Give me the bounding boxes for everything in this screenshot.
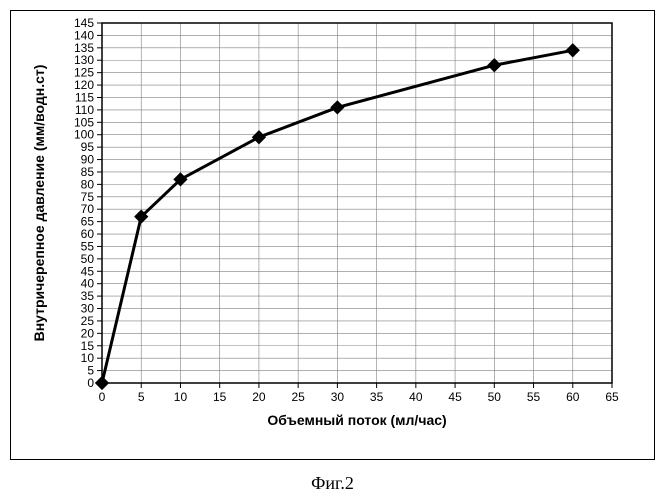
x-tick-label: 30 bbox=[331, 390, 345, 404]
x-tick-label: 35 bbox=[370, 390, 384, 404]
y-tick-label: 140 bbox=[74, 28, 94, 42]
y-tick-label: 80 bbox=[81, 177, 95, 191]
chart-container: 0510152025303540455055606505101520253035… bbox=[30, 18, 630, 448]
y-tick-label: 15 bbox=[81, 339, 95, 353]
x-tick-label: 10 bbox=[174, 390, 188, 404]
y-axis-title: Внутричерепное давление (мм/водн.ст) bbox=[31, 65, 47, 342]
y-tick-label: 100 bbox=[74, 128, 94, 142]
x-tick-label: 60 bbox=[566, 390, 580, 404]
y-tick-label: 145 bbox=[74, 18, 94, 30]
y-tick-label: 50 bbox=[81, 252, 95, 266]
y-tick-label: 60 bbox=[81, 227, 95, 241]
y-tick-label: 110 bbox=[75, 103, 94, 117]
x-tick-label: 15 bbox=[213, 390, 227, 404]
y-tick-label: 90 bbox=[81, 153, 95, 167]
y-tick-label: 10 bbox=[81, 351, 95, 365]
y-tick-label: 120 bbox=[74, 78, 94, 92]
y-tick-label: 25 bbox=[81, 314, 95, 328]
chart-svg: 0510152025303540455055606505101520253035… bbox=[30, 18, 630, 448]
x-tick-label: 65 bbox=[605, 390, 619, 404]
y-tick-label: 95 bbox=[81, 140, 95, 154]
y-tick-label: 0 bbox=[87, 376, 94, 390]
y-tick-label: 35 bbox=[81, 289, 95, 303]
y-tick-label: 130 bbox=[74, 53, 94, 67]
plot-background bbox=[102, 23, 612, 383]
y-tick-label: 65 bbox=[81, 215, 95, 229]
y-tick-label: 75 bbox=[81, 190, 95, 204]
y-tick-label: 85 bbox=[81, 165, 95, 179]
y-tick-label: 105 bbox=[74, 115, 94, 129]
x-tick-label: 0 bbox=[99, 390, 106, 404]
y-tick-label: 5 bbox=[87, 364, 94, 378]
x-tick-label: 20 bbox=[252, 390, 266, 404]
y-tick-label: 20 bbox=[81, 326, 95, 340]
y-tick-label: 45 bbox=[81, 264, 95, 278]
x-tick-label: 40 bbox=[409, 390, 423, 404]
y-tick-label: 40 bbox=[81, 277, 95, 291]
figure-caption: Фиг.2 bbox=[0, 473, 665, 494]
y-tick-label: 115 bbox=[75, 90, 94, 104]
x-tick-label: 45 bbox=[448, 390, 462, 404]
y-tick-label: 30 bbox=[81, 302, 95, 316]
x-tick-label: 5 bbox=[138, 390, 145, 404]
page: 0510152025303540455055606505101520253035… bbox=[0, 0, 665, 500]
y-tick-label: 55 bbox=[81, 239, 95, 253]
y-tick-label: 70 bbox=[81, 202, 95, 216]
x-axis-title: Объемный поток (мл/час) bbox=[267, 412, 446, 428]
x-tick-label: 55 bbox=[527, 390, 541, 404]
y-tick-label: 125 bbox=[74, 66, 94, 80]
y-tick-label: 135 bbox=[74, 41, 94, 55]
x-tick-label: 25 bbox=[291, 390, 305, 404]
x-tick-label: 50 bbox=[488, 390, 502, 404]
